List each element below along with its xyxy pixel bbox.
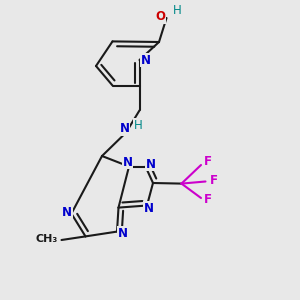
Text: F: F — [204, 155, 212, 168]
Text: N: N — [119, 122, 130, 136]
Text: H: H — [172, 4, 182, 17]
Text: N: N — [122, 155, 133, 169]
Text: N: N — [140, 53, 151, 67]
Text: F: F — [204, 193, 212, 206]
Text: O: O — [155, 10, 166, 23]
Text: F: F — [210, 174, 218, 188]
Text: N: N — [118, 226, 128, 240]
Text: N: N — [62, 206, 72, 219]
Text: N: N — [143, 202, 154, 215]
Text: H: H — [134, 118, 142, 132]
Text: N: N — [146, 158, 156, 171]
Text: CH₃: CH₃ — [36, 234, 58, 244]
